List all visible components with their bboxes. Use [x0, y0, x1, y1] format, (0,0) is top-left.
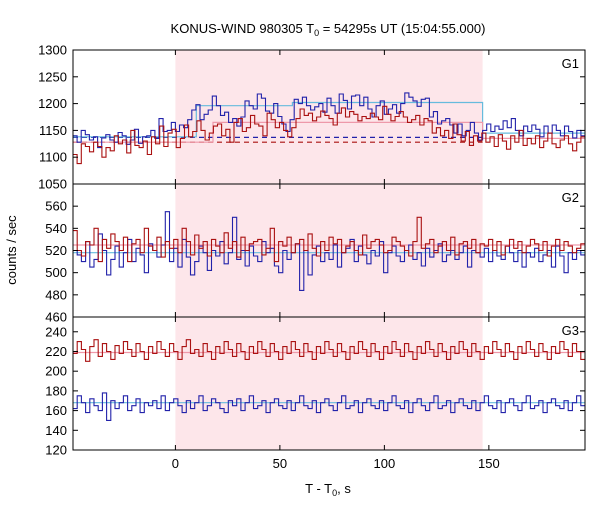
- y-tick-label: 160: [45, 403, 67, 418]
- y-tick-label: 560: [45, 199, 67, 214]
- fit-line-G1-3: [73, 121, 585, 143]
- y-tick-label: 1050: [38, 177, 67, 192]
- y-tick-label: 460: [45, 310, 67, 325]
- chart-title: KONUS-WIND 980305 T0 = 54295s UT (15:04:…: [171, 21, 486, 38]
- x-tick-label: 100: [374, 456, 396, 471]
- y-tick-label: 240: [45, 324, 67, 339]
- y-tick-label: 220: [45, 344, 67, 359]
- y-tick-label: 1250: [38, 69, 67, 84]
- y-tick-label: 1300: [38, 43, 67, 58]
- panel-frame-G3: [72, 316, 586, 451]
- x-tick-label: 50: [273, 456, 287, 471]
- series-line-G3-1: [73, 339, 585, 362]
- shaded-interval-G3: [175, 317, 483, 450]
- y-tick-label: 180: [45, 383, 67, 398]
- y-tick-label: 480: [45, 287, 67, 302]
- y-tick-label: 540: [45, 221, 67, 236]
- y-tick-label: 520: [45, 243, 67, 258]
- series-line-G3-0: [73, 392, 585, 421]
- series-line-G2-0: [73, 211, 585, 291]
- series-line-G1-0: [73, 92, 585, 149]
- y-tick-label: 1100: [39, 150, 67, 165]
- panel-label-G1: G1: [562, 56, 579, 71]
- y-tick-label: 1200: [38, 96, 67, 111]
- x-tick-label: 150: [478, 456, 500, 471]
- series-line-G2-1: [73, 216, 585, 263]
- y-tick-label: 1150: [39, 123, 67, 138]
- series-line-G1-1: [73, 105, 585, 165]
- panel-label-G2: G2: [562, 190, 579, 205]
- y-axis-label: counts / sec: [4, 215, 19, 285]
- x-axis-label: T - T0, s: [305, 481, 351, 498]
- y-tick-label: 200: [45, 364, 67, 379]
- y-tick-label: 500: [45, 265, 67, 280]
- x-tick-label: 0: [172, 456, 179, 471]
- panel-label-G3: G3: [562, 323, 579, 338]
- y-tick-label: 140: [45, 423, 67, 438]
- y-tick-label: 120: [45, 443, 67, 458]
